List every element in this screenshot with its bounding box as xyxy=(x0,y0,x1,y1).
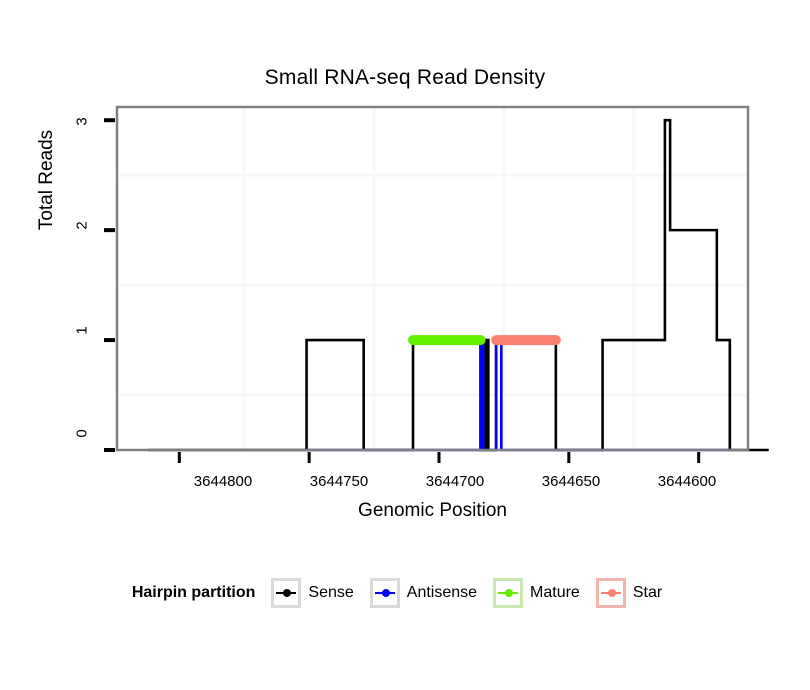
legend-label-mature: Mature xyxy=(530,584,580,601)
legend-item-sense[interactable]: Sense xyxy=(271,578,365,608)
x-tick-label-3644650: 3644650 xyxy=(541,473,601,490)
legend-title: Hairpin partition xyxy=(131,584,256,601)
antisense-line-icon xyxy=(374,589,395,597)
x-axis-label: Genomic Position xyxy=(358,500,507,521)
star-line-icon xyxy=(600,589,621,597)
legend: Hairpin partition Sense Antisense Mature… xyxy=(0,578,810,608)
x-tick-label-3644750: 3644750 xyxy=(309,473,369,490)
panel-border xyxy=(115,105,750,452)
legend-label-star: Star xyxy=(632,584,663,601)
x-tick-label-3644700: 3644700 xyxy=(425,473,485,490)
legend-item-star[interactable]: Star xyxy=(595,578,674,608)
legend-key-star xyxy=(595,578,626,608)
x-tick-label-3644800: 3644800 xyxy=(193,473,253,490)
mature-line-icon xyxy=(498,589,519,597)
legend-item-mature[interactable]: Mature xyxy=(493,578,592,608)
legend-label-antisense: Antisense xyxy=(406,584,478,601)
x-tick-label-3644600: 3644600 xyxy=(657,473,717,490)
legend-key-antisense xyxy=(369,578,400,608)
panel-background xyxy=(117,107,748,450)
gridlines xyxy=(117,107,748,450)
legend-key-sense xyxy=(271,578,302,608)
legend-key-mature xyxy=(493,578,524,608)
legend-label-sense: Sense xyxy=(308,584,354,601)
chart-title: Small RNA-seq Read Density xyxy=(264,66,546,89)
legend-item-antisense[interactable]: Antisense xyxy=(369,578,489,608)
sense-line-icon xyxy=(276,589,297,597)
axis-tick-marks xyxy=(104,118,701,463)
